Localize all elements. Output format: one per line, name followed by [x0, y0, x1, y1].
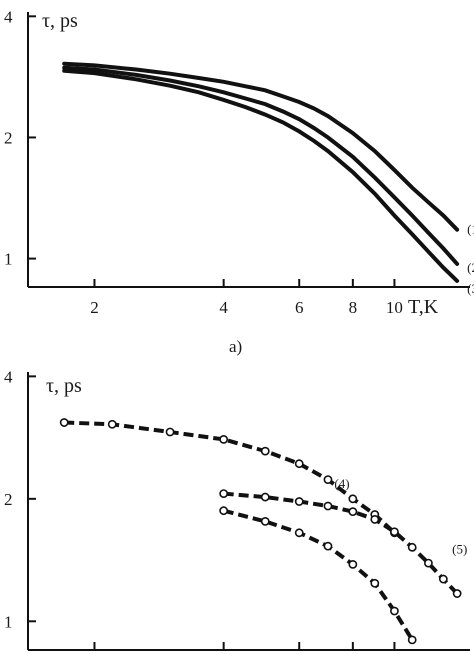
- x-tick-label: 10: [386, 298, 403, 317]
- panel-b: τ, ps 124 (4)(5)(6): [4, 367, 470, 651]
- data-point: [219, 506, 229, 516]
- series-label: (4): [334, 476, 349, 491]
- y-tick-label: 1: [4, 612, 13, 631]
- y-tick-label: 2: [4, 128, 13, 147]
- data-point: [107, 419, 117, 429]
- data-point: [294, 497, 304, 506]
- series-label: (5): [452, 542, 467, 557]
- y-tick-label: 2: [4, 490, 13, 509]
- data-point: [260, 446, 270, 456]
- panel-a: τ, ps T,K a) 1 2 4 2 4 6 8 10 (1) (2) (3): [4, 7, 474, 356]
- x-tick-label: 8: [349, 298, 358, 317]
- series-group-b: (4)(5)(6): [59, 418, 467, 645]
- data-point: [323, 475, 333, 484]
- data-point: [370, 578, 380, 588]
- series-label: (1): [467, 222, 474, 237]
- y-tick-label: 4: [4, 367, 13, 386]
- data-point: [390, 527, 399, 537]
- series-line-2: [62, 65, 460, 266]
- data-point: [348, 507, 358, 517]
- data-point: [165, 427, 175, 437]
- x-axis-title-a: T,K: [408, 296, 439, 318]
- data-point: [390, 606, 399, 616]
- data-point: [260, 492, 270, 502]
- x-tick-label: 4: [219, 298, 228, 317]
- data-point: [370, 515, 380, 524]
- data-point: [260, 517, 270, 526]
- data-point: [438, 574, 448, 584]
- y-tick-label: 1: [4, 250, 13, 269]
- series-label: (3): [467, 281, 474, 296]
- data-point: [348, 494, 358, 504]
- y-ticks-a: 1 2 4: [4, 7, 36, 269]
- data-point: [219, 489, 229, 499]
- data-point: [452, 589, 462, 598]
- x-ticks-a: 2 4 6 8 10: [90, 279, 403, 317]
- data-point: [219, 434, 229, 444]
- data-point: [424, 558, 433, 568]
- series-line-1: [62, 61, 460, 232]
- data-point: [348, 559, 358, 569]
- y-axis-title-b: τ, ps: [46, 375, 82, 397]
- series-label: (2): [467, 260, 474, 275]
- data-point: [294, 459, 304, 469]
- data-point: [294, 528, 304, 538]
- y-axis-title-a: τ, ps: [42, 10, 78, 32]
- data-point: [323, 541, 333, 551]
- y-ticks-b: 1 2 4: [4, 367, 36, 631]
- x-tick-label: 2: [90, 298, 99, 317]
- panel-label-a: a): [229, 337, 242, 356]
- series-line-4: [64, 420, 396, 535]
- series-line-5: [223, 491, 459, 595]
- data-point: [407, 635, 417, 645]
- y-tick-label: 4: [4, 7, 13, 26]
- data-point: [407, 542, 417, 552]
- x-tick-label: 6: [295, 298, 304, 317]
- x-ticks-b: [93, 642, 396, 650]
- series-group-a: (1) (2) (3): [62, 61, 474, 296]
- series-line-6: [223, 508, 414, 641]
- series-line-3: [62, 68, 460, 283]
- data-point: [59, 418, 69, 427]
- data-point: [323, 501, 333, 511]
